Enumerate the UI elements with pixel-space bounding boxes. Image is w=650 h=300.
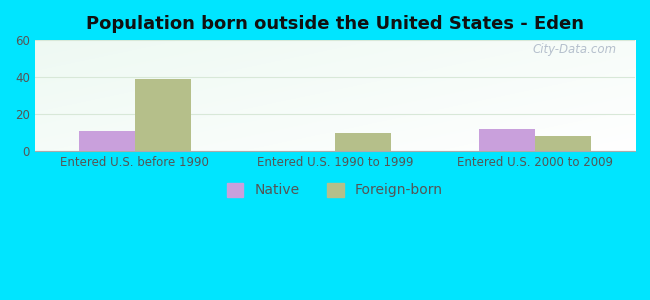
Text: City-Data.com: City-Data.com <box>533 44 617 56</box>
Bar <box>135 79 191 151</box>
Bar <box>535 136 591 151</box>
Title: Population born outside the United States - Eden: Population born outside the United State… <box>86 15 584 33</box>
Bar <box>479 129 535 151</box>
Bar <box>335 133 391 151</box>
Legend: Native, Foreign-born: Native, Foreign-born <box>227 183 443 197</box>
Bar <box>79 131 135 151</box>
